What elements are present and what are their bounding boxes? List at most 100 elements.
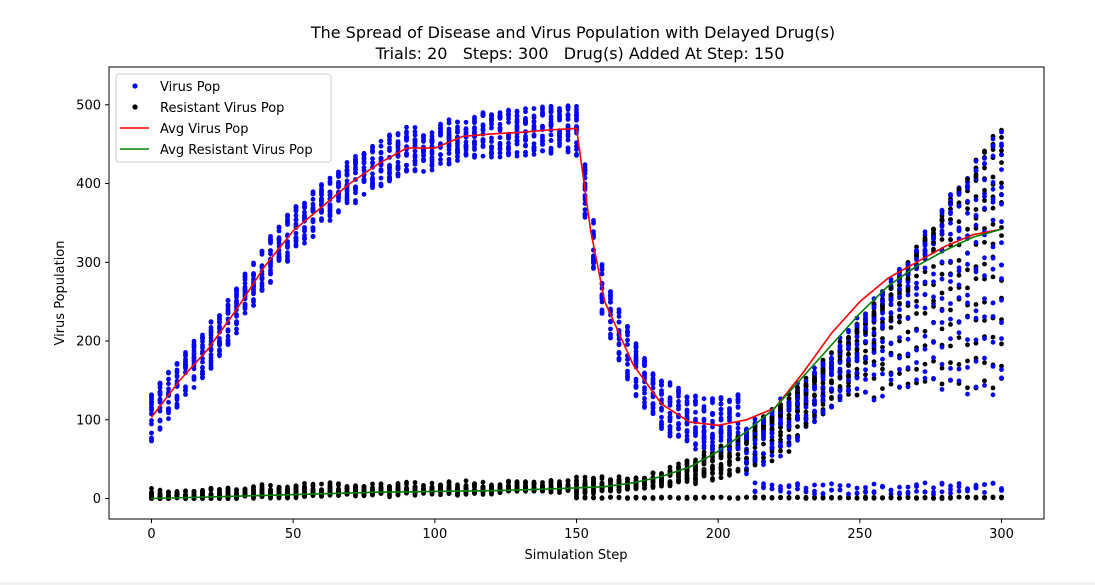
x-tick-label: 100	[422, 527, 447, 542]
resistant-virus-point	[718, 494, 724, 500]
virus-point	[548, 145, 554, 151]
resistant-virus-point	[863, 348, 868, 354]
virus-point	[251, 302, 256, 308]
virus-point	[565, 145, 571, 151]
virus-point	[548, 123, 554, 129]
virus-point	[880, 316, 885, 322]
virus-point	[582, 166, 588, 172]
resistant-virus-point	[786, 415, 792, 421]
resistant-virus-point	[557, 479, 562, 484]
virus-point	[370, 143, 375, 149]
virus-point	[948, 202, 953, 208]
virus-point	[251, 276, 256, 282]
resistant-virus-point	[336, 487, 341, 492]
virus-point	[676, 425, 681, 431]
resistant-virus-point	[548, 484, 554, 489]
virus-point	[973, 168, 979, 173]
resistant-virus-point	[293, 495, 299, 501]
virus-point	[931, 319, 936, 325]
virus-point	[761, 462, 766, 468]
virus-point	[999, 129, 1004, 135]
virus-point	[421, 148, 426, 154]
resistant-virus-point	[880, 495, 885, 500]
resistant-virus-point	[208, 491, 214, 497]
virus-point	[497, 114, 503, 120]
virus-point	[276, 251, 282, 257]
resistant-virus-point	[871, 312, 877, 317]
resistant-virus-point	[965, 285, 970, 291]
virus-point	[455, 154, 460, 159]
virus-point	[319, 182, 324, 187]
virus-point	[387, 170, 392, 176]
virus-point	[718, 431, 724, 436]
virus-point	[242, 273, 248, 279]
virus-point	[786, 424, 792, 430]
resistant-virus-point	[888, 292, 894, 298]
virus-point	[905, 384, 911, 390]
resistant-virus-point	[769, 495, 775, 500]
resistant-virus-point	[531, 481, 537, 486]
resistant-virus-point	[999, 341, 1004, 347]
virus-point	[285, 240, 290, 246]
virus-point	[710, 400, 715, 406]
resistant-virus-point	[769, 458, 775, 464]
resistant-virus-point	[871, 495, 877, 500]
virus-point	[744, 450, 749, 456]
virus-point	[531, 113, 537, 119]
virus-point	[268, 264, 273, 270]
virus-point	[846, 491, 851, 497]
resistant-virus-point	[506, 478, 511, 484]
virus-point	[710, 443, 715, 449]
resistant-virus-point	[812, 494, 817, 500]
virus-point	[557, 137, 562, 143]
resistant-virus-point	[812, 393, 817, 399]
virus-point	[642, 405, 647, 410]
resistant-virus-point	[370, 487, 375, 492]
resistant-virus-point	[718, 453, 724, 459]
virus-point	[361, 167, 367, 173]
resistant-virus-point	[931, 230, 936, 236]
resistant-virus-point	[735, 456, 741, 462]
virus-point	[820, 491, 826, 496]
resistant-virus-point	[319, 481, 324, 487]
resistant-virus-point	[999, 233, 1004, 239]
virus-point	[455, 119, 460, 125]
virus-point	[608, 331, 613, 337]
resistant-virus-point	[880, 366, 885, 372]
resistant-virus-point	[523, 481, 528, 487]
virus-point	[412, 125, 418, 130]
virus-point	[948, 272, 953, 278]
resistant-virus-point	[387, 494, 392, 500]
resistant-virus-point	[667, 479, 673, 484]
resistant-virus-point	[608, 477, 613, 483]
resistant-virus-point	[174, 491, 180, 496]
resistant-virus-point	[846, 383, 851, 389]
virus-point	[302, 201, 307, 207]
resistant-virus-point	[735, 495, 741, 501]
virus-point	[276, 240, 282, 246]
virus-point	[701, 404, 707, 409]
virus-point	[633, 349, 639, 354]
virus-point	[803, 413, 809, 418]
resistant-virus-point	[497, 484, 503, 489]
virus-point	[310, 191, 316, 197]
virus-point	[472, 147, 477, 152]
resistant-virus-point	[565, 482, 571, 488]
virus-point	[310, 234, 316, 240]
virus-point	[922, 480, 928, 486]
resistant-virus-point	[684, 476, 690, 481]
virus-point	[242, 277, 248, 282]
resistant-virus-point	[642, 495, 647, 501]
virus-point	[174, 402, 180, 408]
virus-point	[812, 408, 817, 414]
resistant-virus-point	[735, 452, 741, 457]
virus-point	[480, 139, 486, 145]
virus-point	[557, 113, 562, 119]
virus-point	[174, 367, 180, 373]
virus-point	[217, 317, 222, 323]
resistant-virus-point	[149, 486, 154, 491]
virus-point	[514, 134, 520, 140]
resistant-virus-point	[880, 344, 885, 350]
virus-point	[982, 177, 987, 183]
